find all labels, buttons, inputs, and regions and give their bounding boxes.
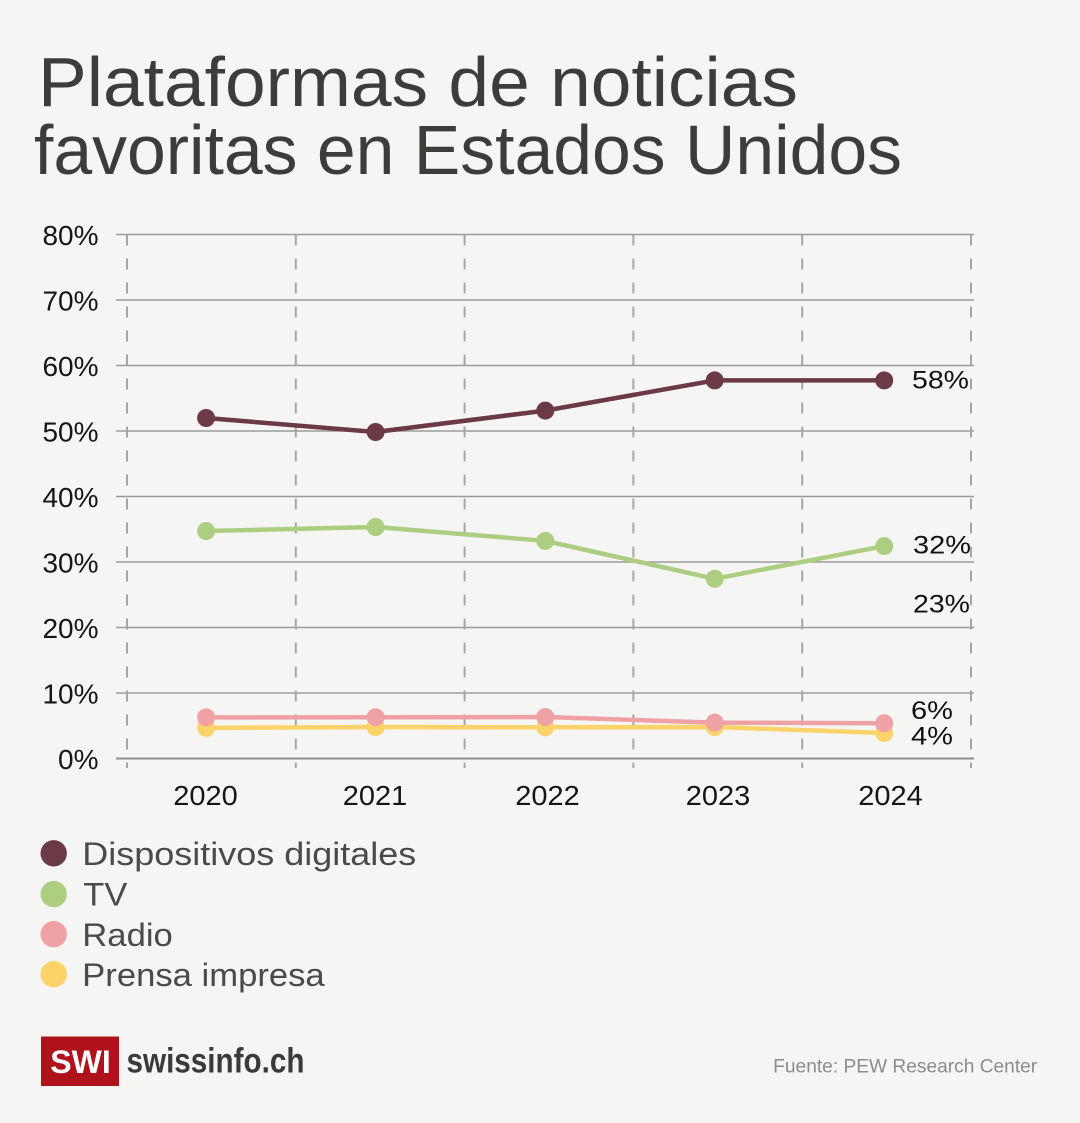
svg-text:2022: 2022 bbox=[515, 780, 580, 811]
svg-text:20%: 20% bbox=[42, 613, 98, 644]
svg-text:4%: 4% bbox=[911, 722, 953, 750]
svg-text:favoritas en Estados Unidos: favoritas en Estados Unidos bbox=[34, 111, 902, 189]
svg-text:Plataformas de noticias: Plataformas de noticias bbox=[38, 43, 798, 121]
svg-text:23%: 23% bbox=[913, 591, 970, 619]
svg-text:30%: 30% bbox=[42, 548, 98, 579]
svg-text:swissinfo.ch: swissinfo.ch bbox=[127, 1041, 305, 1080]
svg-text:Dispositivos digitales: Dispositivos digitales bbox=[82, 836, 416, 872]
svg-text:80%: 80% bbox=[42, 220, 98, 251]
svg-text:32%: 32% bbox=[913, 532, 971, 560]
svg-text:50%: 50% bbox=[42, 417, 98, 448]
svg-text:60%: 60% bbox=[42, 351, 98, 382]
svg-text:TV: TV bbox=[83, 877, 128, 913]
svg-text:0%: 0% bbox=[58, 744, 98, 775]
svg-text:2020: 2020 bbox=[173, 780, 238, 811]
svg-text:2023: 2023 bbox=[686, 780, 751, 811]
svg-text:Prensa impresa: Prensa impresa bbox=[82, 957, 325, 993]
svg-text:6%: 6% bbox=[911, 697, 953, 725]
svg-text:10%: 10% bbox=[42, 679, 98, 710]
svg-text:2021: 2021 bbox=[343, 780, 408, 811]
svg-text:Radio: Radio bbox=[82, 917, 173, 953]
svg-text:2024: 2024 bbox=[858, 780, 923, 811]
svg-text:58%: 58% bbox=[912, 367, 969, 395]
svg-text:70%: 70% bbox=[42, 286, 98, 317]
svg-text:Fuente: PEW Research Center: Fuente: PEW Research Center bbox=[773, 1056, 1038, 1077]
svg-text:40%: 40% bbox=[42, 482, 98, 513]
svg-text:SWI: SWI bbox=[50, 1044, 110, 1080]
